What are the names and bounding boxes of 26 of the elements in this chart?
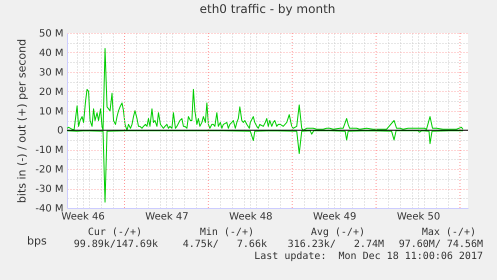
text: bps: [27, 234, 47, 248]
text: 316.23k/ 2.74M: [288, 239, 384, 251]
y-tick-label: -30 M: [35, 184, 64, 196]
y-tick-label: 0: [57, 126, 64, 137]
text: Min (-/+): [200, 227, 254, 239]
text: Avg (-/+): [310, 227, 365, 239]
y-tick-label: 20 M: [38, 86, 64, 98]
y-tick-label: 10 M: [38, 106, 64, 118]
x-tick-label: Week 47: [145, 212, 189, 222]
y-tick-label: 40 M: [38, 48, 64, 59]
text: Max (-/+): [422, 227, 476, 239]
text: 97.60M/ 74.56M: [398, 239, 483, 251]
text: Last update: Mon Dec 18 11:00:06 2017: [254, 251, 483, 263]
x-tick-label: Week 49: [313, 212, 356, 222]
x-tick-label: Week 46: [61, 212, 105, 222]
x-tick-label: Week 48: [229, 212, 272, 222]
y-axis-title: bits in (-) / out (+) per second: [15, 38, 28, 204]
x-tick-label: Week 50: [396, 212, 440, 222]
y-tick-label: -20 M: [35, 164, 64, 176]
y-tick-label: -10 M: [35, 145, 64, 156]
text: 99.89k/147.69k: [74, 239, 158, 251]
text: Cur (-/+): [88, 227, 142, 239]
y-tick-label: 50 M: [38, 28, 64, 40]
y-tick-label: 30 M: [38, 67, 64, 78]
text: 4.75k/ 7.66k: [182, 239, 267, 251]
chart-title: eth0 traffic - by month: [200, 2, 336, 16]
